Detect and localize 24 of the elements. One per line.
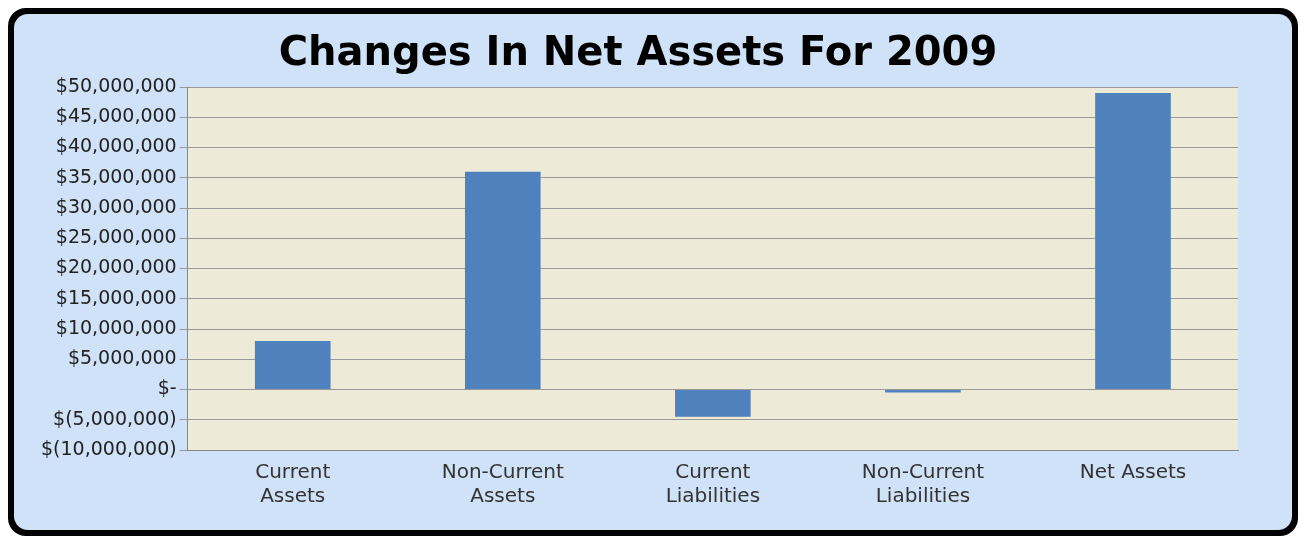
x-tick-label: Net Assets bbox=[1079, 459, 1187, 484]
y-tick-label: $10,000,000 bbox=[55, 315, 177, 338]
y-tick-label: $30,000,000 bbox=[55, 194, 177, 217]
bar bbox=[885, 390, 961, 393]
y-tick-label: $5,000,000 bbox=[67, 346, 177, 369]
y-tick-label: $- bbox=[157, 376, 177, 399]
y-tick-label: $15,000,000 bbox=[55, 285, 177, 308]
bar bbox=[675, 390, 751, 417]
y-tick-label: $(10,000,000) bbox=[41, 436, 177, 459]
y-tick-label: $20,000,000 bbox=[55, 255, 177, 278]
y-tick-label: $45,000,000 bbox=[55, 104, 177, 127]
bar bbox=[254, 341, 331, 389]
y-tick-label: $(5,000,000) bbox=[53, 406, 177, 429]
x-tick-label: Non-Current Liabilities bbox=[861, 459, 985, 508]
x-tick-label: Current Liabilities bbox=[665, 459, 761, 508]
y-tick-label: $40,000,000 bbox=[55, 134, 177, 157]
y-tick-label: $50,000,000 bbox=[55, 73, 177, 96]
x-tick-label: Non-Current Assets bbox=[441, 459, 565, 508]
y-tick-label: $25,000,000 bbox=[55, 225, 177, 248]
y-tick-label: $35,000,000 bbox=[55, 164, 177, 187]
x-tick-label: Current Assets bbox=[255, 459, 331, 508]
bar bbox=[464, 171, 541, 389]
bar bbox=[1095, 93, 1171, 389]
chart-title: Changes In Net Assets For 2009 bbox=[278, 28, 998, 75]
